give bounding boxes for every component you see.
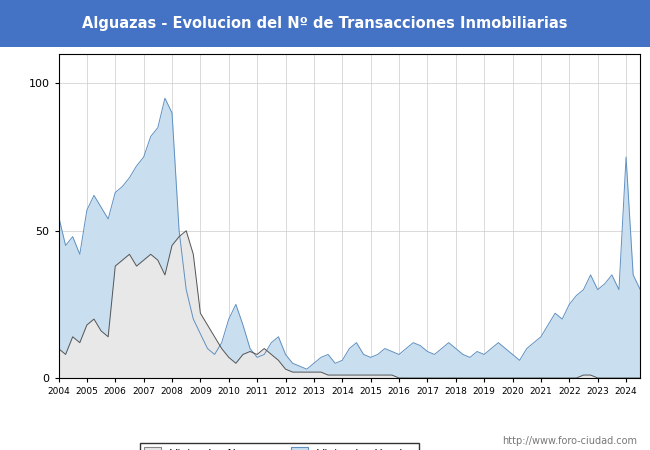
Text: http://www.foro-ciudad.com: http://www.foro-ciudad.com — [502, 436, 637, 446]
Legend: Viviendas Nuevas, Viviendas Usadas: Viviendas Nuevas, Viviendas Usadas — [140, 443, 419, 450]
Text: Alguazas - Evolucion del Nº de Transacciones Inmobiliarias: Alguazas - Evolucion del Nº de Transacci… — [83, 16, 567, 31]
